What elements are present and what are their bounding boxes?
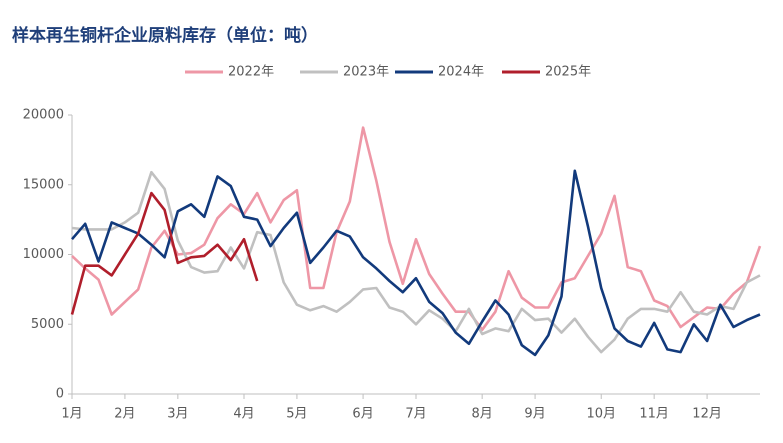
- chart-title: 样本再生铜杆企业原料库存（单位：吨）: [12, 25, 318, 46]
- x-tick-label: 11月: [639, 407, 669, 422]
- x-tick-label: 1月: [61, 407, 82, 422]
- line-series: [71, 170, 761, 354]
- legend-label: 2022年: [228, 65, 274, 80]
- x-tick-label: 9月: [524, 407, 545, 422]
- x-tick-label: 2月: [114, 407, 135, 422]
- x-tick-label: 3月: [167, 407, 188, 422]
- y-tick-label: 15000: [23, 177, 64, 192]
- x-tick-label: 7月: [405, 407, 426, 422]
- x-tick-label: 10月: [586, 407, 616, 422]
- y-tick-label: 5000: [31, 317, 64, 332]
- line-series: [71, 126, 762, 332]
- line-series: [70, 191, 259, 315]
- y-tick-label: 10000: [23, 247, 64, 262]
- legend-label: 2023年: [343, 65, 389, 80]
- x-tick-label: 5月: [286, 407, 307, 422]
- line-series: [71, 169, 761, 357]
- x-tick-label: 6月: [352, 407, 373, 422]
- y-tick-label: 0: [56, 387, 64, 402]
- x-tick-label: 8月: [472, 407, 493, 422]
- legend-label: 2025年: [545, 65, 591, 80]
- legend-label: 2024年: [438, 65, 484, 80]
- y-tick-label: 20000: [23, 108, 64, 123]
- x-tick-label: 12月: [692, 407, 722, 422]
- x-tick-label: 4月: [233, 407, 254, 422]
